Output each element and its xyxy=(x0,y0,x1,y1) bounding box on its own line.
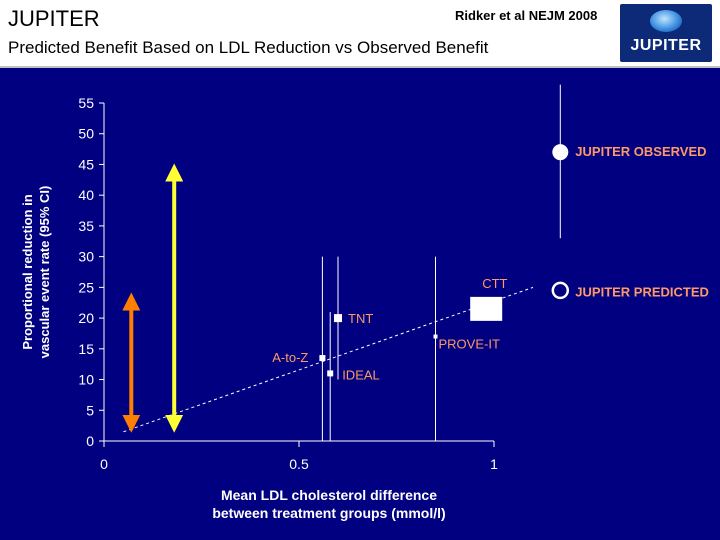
jupiter-predicted-marker xyxy=(551,281,570,300)
y-tick-label: 30 xyxy=(78,249,94,265)
y-tick-label: 35 xyxy=(78,218,94,234)
y-tick-label: 40 xyxy=(78,187,94,203)
ctt-marker xyxy=(470,296,503,321)
x-axis-title: Mean LDL cholesterol difference xyxy=(221,487,437,503)
x-tick-label: 0 xyxy=(100,456,108,472)
y-axis-title: Proportional reduction in xyxy=(20,194,35,349)
citation: Ridker et al NEJM 2008 xyxy=(455,8,598,23)
prove-it-marker xyxy=(433,334,438,339)
jupiter-observed-label: JUPITER OBSERVED xyxy=(575,144,706,159)
slide-title: JUPITER xyxy=(8,6,100,31)
y-tick-label: 20 xyxy=(78,310,94,326)
trend-line xyxy=(123,286,534,433)
globe-icon xyxy=(650,10,682,32)
jupiter-predicted-label: JUPITER PREDICTED xyxy=(575,284,709,299)
ideal-label: IDEAL xyxy=(342,367,380,382)
x-tick-label: 1 xyxy=(490,456,498,472)
a-to-z-label: A-to-Z xyxy=(272,350,308,365)
tnt-marker xyxy=(334,314,342,323)
y-tick-label: 15 xyxy=(78,341,94,357)
prove-it-label: PROVE-IT xyxy=(439,337,500,352)
slide-subtitle: Predicted Benefit Based on LDL Reduction… xyxy=(8,38,489,57)
y-axis-title: vascular event rate (95% CI) xyxy=(37,186,52,359)
y-tick-label: 50 xyxy=(78,126,94,142)
header-divider xyxy=(0,66,720,68)
y-tick-label: 10 xyxy=(78,372,94,388)
ideal-marker xyxy=(327,370,334,377)
x-axis-title: between treatment groups (mmol/l) xyxy=(212,505,445,521)
logo-text: JUPITER xyxy=(630,37,702,54)
tnt-label: TNT xyxy=(348,311,373,326)
y-tick-label: 25 xyxy=(78,279,94,295)
y-tick-label: 5 xyxy=(86,402,94,418)
slide-header: JUPITER Ridker et al NEJM 2008 Predicted… xyxy=(0,0,720,66)
y-tick-label: 0 xyxy=(86,433,94,449)
a-to-z-marker xyxy=(319,355,326,362)
ctt-label: CTT xyxy=(482,276,507,291)
y-tick-label: 55 xyxy=(78,95,94,111)
jupiter-observed-marker xyxy=(552,144,569,161)
y-tick-label: 45 xyxy=(78,156,94,172)
jupiter-logo: JUPITER xyxy=(620,4,712,62)
x-tick-label: 0.5 xyxy=(289,456,309,472)
